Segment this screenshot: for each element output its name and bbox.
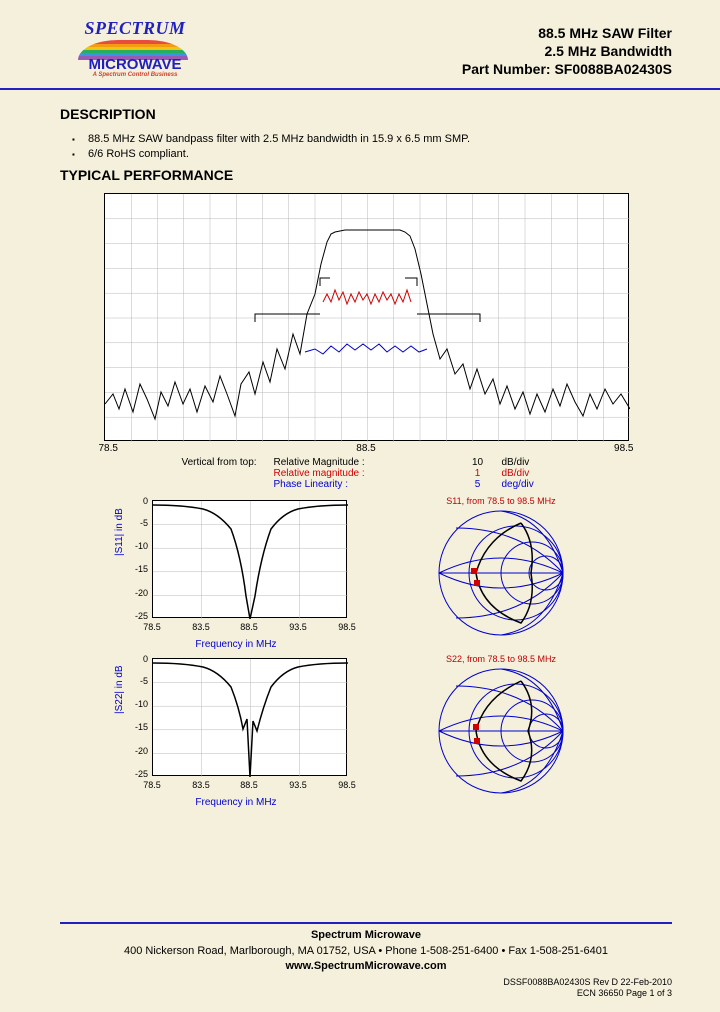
s11-smith-chart: S11, from 78.5 to 98.5 MHz xyxy=(386,496,616,648)
x-axis-tick-right: 98.5 xyxy=(614,443,633,454)
xtick: 78.5 xyxy=(143,780,161,790)
ytick: -25 xyxy=(130,611,148,621)
footer-address: 400 Nickerson Road, Marlborough, MA 0175… xyxy=(60,944,672,959)
s22-smith-title: S22, from 78.5 to 98.5 MHz xyxy=(386,654,616,664)
xtick: 88.5 xyxy=(240,622,258,632)
legend-unit-1: dB/div xyxy=(502,468,562,479)
ytick: -15 xyxy=(130,564,148,574)
logo-top-text: SPECTRUM xyxy=(60,18,210,39)
description-list: 88.5 MHz SAW bandpass filter with 2.5 MH… xyxy=(60,132,672,163)
performance-heading: TYPICAL PERFORMANCE xyxy=(60,167,672,183)
list-item: 88.5 MHz SAW bandpass filter with 2.5 MH… xyxy=(88,132,672,147)
xtick: 98.5 xyxy=(338,780,356,790)
legend-name-1: Relative magnitude : xyxy=(274,468,454,479)
legend-val-1: 1 xyxy=(454,468,502,479)
sub-chart-grid: |S11| in dB 0 -5 -10 -15 -20 -25 78.5 xyxy=(60,496,672,806)
main-performance-chart: 78.5 88.5 98.5 xyxy=(104,193,629,441)
ytick: -5 xyxy=(130,676,148,686)
s11-smith-title: S11, from 78.5 to 98.5 MHz xyxy=(386,496,616,506)
xtick: 98.5 xyxy=(338,622,356,632)
page-content: DESCRIPTION 88.5 MHz SAW bandpass filter… xyxy=(0,90,720,806)
list-item: 6/6 RoHS compliant. xyxy=(88,147,672,162)
main-chart-container: 78.5 88.5 98.5 Vertical from top: Relati… xyxy=(60,193,672,490)
footer-ecn: ECN 36650 Page 1 of 3 xyxy=(60,988,672,1000)
xtick: 83.5 xyxy=(192,780,210,790)
s22-ylabel: |S22| in dB xyxy=(114,665,125,714)
page-footer: Spectrum Microwave 400 Nickerson Road, M… xyxy=(0,922,720,1000)
xtick: 93.5 xyxy=(289,780,307,790)
ytick: -15 xyxy=(130,722,148,732)
main-chart-svg xyxy=(105,194,630,442)
product-title-line1: 88.5 MHz SAW Filter xyxy=(462,24,672,42)
ytick: -20 xyxy=(130,746,148,756)
xtick: 78.5 xyxy=(143,622,161,632)
s11-smith-plot xyxy=(426,508,576,638)
footer-company: Spectrum Microwave xyxy=(60,928,672,943)
ytick: -5 xyxy=(130,518,148,528)
legend-unit-0: dB/div xyxy=(502,457,562,468)
ytick: 0 xyxy=(130,654,148,664)
ytick: -25 xyxy=(130,769,148,779)
x-axis-tick-mid: 88.5 xyxy=(356,443,375,454)
footer-contact: Spectrum Microwave 400 Nickerson Road, M… xyxy=(60,928,672,974)
legend-name-2: Phase Linearity : xyxy=(274,479,454,490)
description-heading: DESCRIPTION xyxy=(60,106,672,122)
legend-val-2: 5 xyxy=(454,479,502,490)
s11-ylabel: |S11| in dB xyxy=(114,508,125,556)
logo-tagline: A Spectrum Control Business xyxy=(60,72,210,78)
product-title-line2: 2.5 MHz Bandwidth xyxy=(462,42,672,60)
ytick: -20 xyxy=(130,588,148,598)
s11-xlabel: Frequency in MHz xyxy=(116,639,356,650)
ytick: -10 xyxy=(130,699,148,709)
s22-smith-chart: S22, from 78.5 to 98.5 MHz xyxy=(386,654,616,806)
footer-divider xyxy=(60,922,672,924)
footer-docinfo: DSSF0088BA02430S Rev D 22-Feb-2010 ECN 3… xyxy=(60,977,672,1000)
footer-url: www.SpectrumMicrowave.com xyxy=(60,959,672,974)
legend-name-0: Relative Magnitude : xyxy=(274,457,454,468)
company-logo: SPECTRUM MICROWAVE A Spectrum Control Bu… xyxy=(60,18,210,80)
legend-val-0: 10 xyxy=(454,457,502,468)
footer-doc-id: DSSF0088BA02430S Rev D 22-Feb-2010 xyxy=(60,977,672,989)
header-product-info: 88.5 MHz SAW Filter 2.5 MHz Bandwidth Pa… xyxy=(462,18,672,79)
logo-mid-text: MICROWAVE xyxy=(60,56,210,73)
legend-unit-2: deg/div xyxy=(502,479,562,490)
s22-plot xyxy=(152,658,347,776)
xtick: 88.5 xyxy=(240,780,258,790)
product-part-number: Part Number: SF0088BA02430S xyxy=(462,60,672,78)
ytick: -10 xyxy=(130,541,148,551)
xtick: 93.5 xyxy=(289,622,307,632)
ytick: 0 xyxy=(130,496,148,506)
s22-xlabel: Frequency in MHz xyxy=(116,797,356,808)
s11-plot xyxy=(152,500,347,618)
s22-smith-plot xyxy=(426,666,576,796)
s22-magnitude-chart: |S22| in dB 0 -5 -10 -15 -20 -25 78.5 xyxy=(116,654,356,806)
legend-label: Vertical from top: xyxy=(104,457,274,468)
xtick: 83.5 xyxy=(192,622,210,632)
page-header: SPECTRUM MICROWAVE A Spectrum Control Bu… xyxy=(0,0,720,90)
chart-legend: Vertical from top: Relative Magnitude : … xyxy=(104,457,629,490)
s11-magnitude-chart: |S11| in dB 0 -5 -10 -15 -20 -25 78.5 xyxy=(116,496,356,648)
x-axis-tick-left: 78.5 xyxy=(99,443,118,454)
